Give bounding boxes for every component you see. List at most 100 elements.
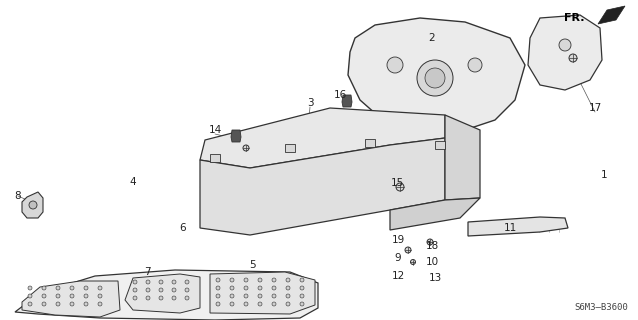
Circle shape	[272, 294, 276, 298]
Polygon shape	[210, 272, 315, 314]
Circle shape	[84, 286, 88, 290]
Polygon shape	[342, 95, 352, 107]
Circle shape	[98, 286, 102, 290]
Text: 15: 15	[390, 178, 404, 188]
Circle shape	[387, 57, 403, 73]
Polygon shape	[528, 15, 602, 90]
Text: 5: 5	[249, 260, 256, 270]
Circle shape	[172, 296, 176, 300]
Circle shape	[286, 302, 290, 306]
Circle shape	[427, 239, 433, 245]
Text: 7: 7	[144, 267, 151, 277]
Circle shape	[70, 302, 74, 306]
Circle shape	[133, 288, 137, 292]
Circle shape	[185, 280, 189, 284]
Polygon shape	[200, 108, 445, 168]
FancyBboxPatch shape	[365, 139, 375, 147]
Polygon shape	[15, 270, 318, 320]
Text: FR.: FR.	[565, 13, 585, 23]
Circle shape	[300, 294, 304, 298]
Circle shape	[230, 278, 234, 282]
Circle shape	[230, 294, 234, 298]
Circle shape	[216, 294, 220, 298]
Circle shape	[244, 278, 248, 282]
Circle shape	[258, 278, 262, 282]
Circle shape	[410, 260, 415, 265]
Circle shape	[405, 247, 411, 253]
Circle shape	[216, 278, 220, 282]
Text: 19: 19	[391, 235, 404, 245]
Circle shape	[70, 286, 74, 290]
Circle shape	[42, 286, 46, 290]
Circle shape	[56, 302, 60, 306]
Polygon shape	[390, 198, 480, 230]
Circle shape	[146, 280, 150, 284]
FancyBboxPatch shape	[210, 154, 220, 162]
Circle shape	[258, 294, 262, 298]
Circle shape	[216, 286, 220, 290]
Circle shape	[172, 288, 176, 292]
Circle shape	[559, 39, 571, 51]
Circle shape	[286, 278, 290, 282]
Circle shape	[569, 54, 577, 62]
Circle shape	[300, 302, 304, 306]
Text: 10: 10	[426, 257, 438, 267]
Circle shape	[468, 58, 482, 72]
Circle shape	[70, 294, 74, 298]
Polygon shape	[445, 115, 480, 200]
Text: 4: 4	[130, 177, 137, 187]
Text: 17: 17	[588, 103, 602, 113]
Polygon shape	[468, 217, 568, 236]
Polygon shape	[598, 6, 625, 24]
Circle shape	[258, 302, 262, 306]
Circle shape	[56, 286, 60, 290]
Circle shape	[230, 302, 234, 306]
Circle shape	[230, 286, 234, 290]
Circle shape	[300, 278, 304, 282]
Circle shape	[272, 302, 276, 306]
Circle shape	[29, 201, 37, 209]
Circle shape	[216, 302, 220, 306]
Circle shape	[272, 278, 276, 282]
FancyBboxPatch shape	[285, 144, 295, 152]
Text: 1: 1	[601, 170, 607, 180]
Circle shape	[98, 302, 102, 306]
Circle shape	[159, 288, 163, 292]
Circle shape	[417, 60, 453, 96]
Circle shape	[133, 280, 137, 284]
FancyBboxPatch shape	[435, 141, 445, 149]
Circle shape	[28, 294, 32, 298]
Circle shape	[42, 302, 46, 306]
Text: 9: 9	[395, 253, 401, 263]
Circle shape	[159, 296, 163, 300]
Text: 8: 8	[15, 191, 21, 201]
Text: 14: 14	[209, 125, 221, 135]
Circle shape	[84, 294, 88, 298]
Polygon shape	[22, 192, 43, 218]
Circle shape	[56, 294, 60, 298]
Text: 18: 18	[426, 241, 438, 251]
Polygon shape	[348, 18, 525, 132]
Text: 16: 16	[334, 90, 346, 100]
Circle shape	[244, 294, 248, 298]
Circle shape	[396, 183, 404, 191]
Text: S6M3–B3600: S6M3–B3600	[574, 303, 628, 312]
Circle shape	[84, 302, 88, 306]
Circle shape	[28, 286, 32, 290]
Polygon shape	[22, 281, 120, 317]
Polygon shape	[125, 274, 200, 313]
Text: 3: 3	[307, 98, 313, 108]
Text: 6: 6	[180, 223, 186, 233]
Circle shape	[28, 302, 32, 306]
Text: 13: 13	[428, 273, 441, 283]
Circle shape	[286, 286, 290, 290]
Circle shape	[258, 286, 262, 290]
Polygon shape	[200, 138, 445, 235]
Polygon shape	[231, 130, 241, 142]
Circle shape	[185, 296, 189, 300]
Text: 2: 2	[429, 33, 435, 43]
Circle shape	[159, 280, 163, 284]
Circle shape	[146, 288, 150, 292]
Circle shape	[42, 294, 46, 298]
Text: 12: 12	[391, 271, 404, 281]
